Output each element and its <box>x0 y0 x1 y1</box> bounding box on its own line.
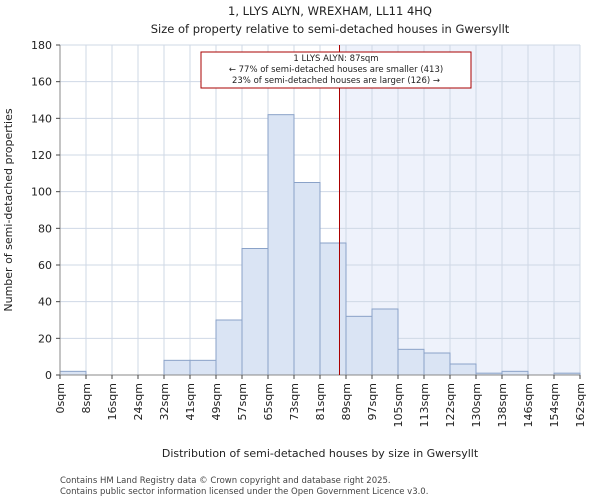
x-tick-label: 162sqm <box>574 383 587 427</box>
y-tick-label: 180 <box>31 39 52 52</box>
y-tick-label: 100 <box>31 186 52 199</box>
bar-49sqm <box>215 319 243 376</box>
x-tick-label: 8sqm <box>80 383 93 413</box>
bar-41sqm <box>189 359 217 376</box>
x-tick-label: 73sqm <box>288 383 301 420</box>
x-tick-label: 113sqm <box>418 383 431 427</box>
footer-line-2: Contains public sector information licen… <box>60 487 428 497</box>
y-tick-label: 140 <box>31 112 52 125</box>
annotation-line-2: ← 77% of semi-detached houses are smalle… <box>229 65 443 75</box>
x-tick-label: 105sqm <box>392 383 405 427</box>
x-tick-label: 97sqm <box>366 383 379 420</box>
annotation-line-1: 1 LLYS ALYN: 87sqm <box>293 54 378 64</box>
x-tick-label: 154sqm <box>548 383 561 427</box>
bar-73sqm <box>293 182 321 376</box>
x-tick-label: 122sqm <box>444 383 457 427</box>
bar-32sqm <box>163 359 191 376</box>
bar-97sqm <box>371 308 399 376</box>
y-tick-label: 80 <box>38 222 52 235</box>
footer-line-1: Contains HM Land Registry data © Crown c… <box>60 476 391 486</box>
y-tick-label: 160 <box>31 76 52 89</box>
x-tick-label: 130sqm <box>470 383 483 427</box>
chart-title: 1, LLYS ALYN, WREXHAM, LL11 4HQ <box>228 4 432 18</box>
y-tick-label: 40 <box>38 296 52 309</box>
y-axis-title: Number of semi-detached properties <box>2 108 15 311</box>
x-axis-title: Distribution of semi-detached houses by … <box>162 447 479 460</box>
chart-subtitle: Size of property relative to semi-detach… <box>151 22 510 36</box>
x-tick-label: 32sqm <box>158 383 171 420</box>
bar-0sqm <box>59 370 87 376</box>
bar-122sqm <box>449 363 477 376</box>
annotation-box <box>200 51 472 89</box>
y-ticks: 0 20 40 60 80 100 120 140 160 180 <box>31 39 60 382</box>
bar-89sqm <box>345 315 373 376</box>
x-ticks: 0sqm 8sqm 16sqm 24sqm 32sqm 41sqm 49sqm 57sqm 65… <box>54 375 587 427</box>
bar-65sqm <box>267 114 295 376</box>
bars <box>59 114 581 376</box>
bar-113sqm <box>423 352 451 376</box>
x-tick-label: 81sqm <box>314 383 327 420</box>
y-tick-label: 120 <box>31 149 52 162</box>
x-tick-label: 138sqm <box>496 383 509 427</box>
x-tick-label: 24sqm <box>132 383 145 420</box>
bar-138sqm <box>501 370 529 376</box>
bar-81sqm <box>319 242 347 376</box>
bar-105sqm <box>397 348 425 376</box>
y-tick-label: 0 <box>45 369 52 382</box>
x-tick-label: 0sqm <box>54 383 67 413</box>
y-tick-label: 60 <box>38 259 52 272</box>
x-tick-label: 16sqm <box>106 383 119 420</box>
bar-57sqm <box>241 248 269 376</box>
y-tick-label: 20 <box>38 332 52 345</box>
x-tick-label: 41sqm <box>184 383 197 420</box>
x-tick-label: 89sqm <box>340 383 353 420</box>
x-tick-label: 146sqm <box>522 383 535 427</box>
x-tick-label: 49sqm <box>210 383 223 420</box>
x-tick-label: 65sqm <box>262 383 275 420</box>
x-tick-label: 57sqm <box>236 383 249 420</box>
annotation-line-3: 23% of semi-detached houses are larger (… <box>232 76 440 86</box>
